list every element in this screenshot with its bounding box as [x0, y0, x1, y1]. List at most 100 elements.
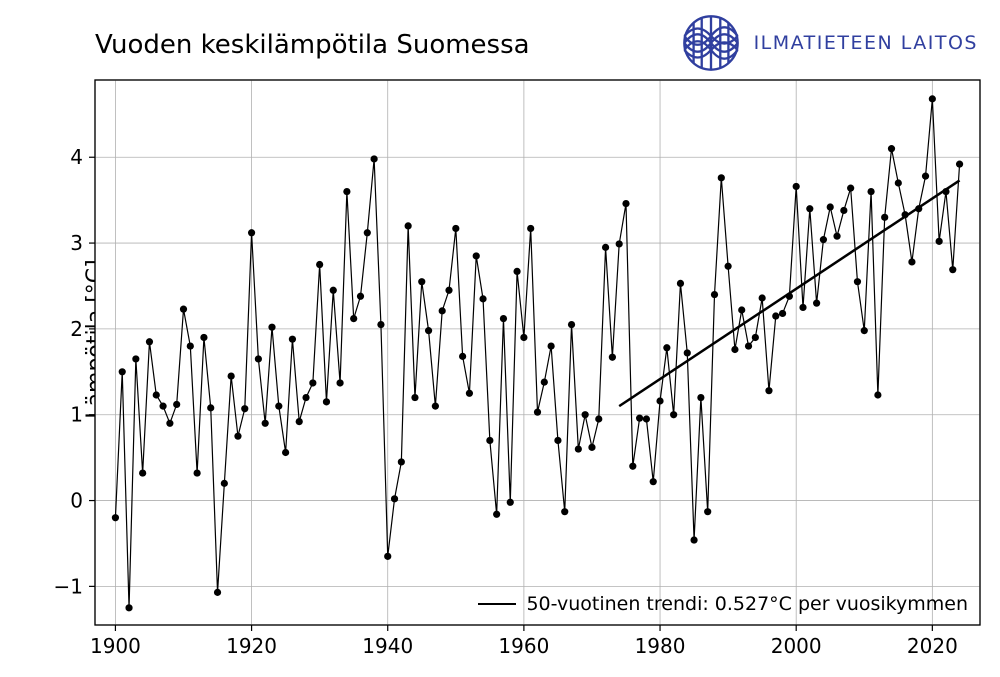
xtick-label: 1920 — [226, 634, 277, 658]
xtick-label: 1980 — [635, 634, 686, 658]
data-point — [820, 236, 827, 243]
data-point — [616, 240, 623, 247]
figure: Vuoden keskilämpötila Suomessa ILMATIETE… — [0, 0, 1000, 677]
data-point — [718, 174, 725, 181]
data-point — [704, 508, 711, 515]
data-point — [255, 355, 262, 362]
data-point — [806, 205, 813, 212]
data-point — [234, 433, 241, 440]
data-point — [153, 391, 160, 398]
data-point — [697, 394, 704, 401]
xtick-label: 2020 — [907, 634, 958, 658]
data-point — [881, 214, 888, 221]
data-point — [336, 379, 343, 386]
ytick-label: 0 — [70, 489, 83, 513]
data-point — [813, 300, 820, 307]
data-point — [112, 514, 119, 521]
data-point — [895, 179, 902, 186]
data-point — [738, 306, 745, 313]
data-point — [867, 188, 874, 195]
xtick-label: 1900 — [90, 634, 141, 658]
data-point — [493, 511, 500, 518]
data-point — [670, 411, 677, 418]
data-point — [629, 463, 636, 470]
data-point — [929, 95, 936, 102]
data-point — [486, 437, 493, 444]
data-point — [854, 278, 861, 285]
data-point — [513, 268, 520, 275]
data-point — [874, 391, 881, 398]
data-point — [833, 233, 840, 240]
data-point — [772, 312, 779, 319]
data-point — [125, 604, 132, 611]
data-point — [500, 315, 507, 322]
data-point — [343, 188, 350, 195]
data-point — [650, 478, 657, 485]
data-point — [180, 306, 187, 313]
data-point — [200, 334, 207, 341]
data-point — [595, 415, 602, 422]
data-point — [194, 469, 201, 476]
data-point — [575, 445, 582, 452]
data-point — [187, 342, 194, 349]
xtick-label: 2000 — [771, 634, 822, 658]
data-point — [241, 405, 248, 412]
data-point — [956, 161, 963, 168]
legend-line-swatch — [478, 603, 516, 605]
data-point — [534, 409, 541, 416]
line-chart: 1900192019401960198020002020−101234 — [0, 0, 1000, 677]
data-point — [398, 458, 405, 465]
data-point — [473, 252, 480, 259]
data-point — [207, 404, 214, 411]
data-point — [745, 342, 752, 349]
data-point — [228, 373, 235, 380]
data-point — [282, 449, 289, 456]
data-point — [289, 336, 296, 343]
data-point — [459, 353, 466, 360]
data-point — [752, 334, 759, 341]
data-point — [847, 185, 854, 192]
data-point — [827, 203, 834, 210]
data-point — [690, 536, 697, 543]
data-point — [622, 200, 629, 207]
data-point — [799, 304, 806, 311]
data-point — [452, 225, 459, 232]
data-point — [371, 155, 378, 162]
data-point — [445, 287, 452, 294]
ytick-label: −1 — [54, 574, 83, 598]
data-point — [221, 480, 228, 487]
data-point — [377, 321, 384, 328]
data-point — [139, 469, 146, 476]
data-point — [663, 344, 670, 351]
data-point — [582, 411, 589, 418]
data-point — [262, 420, 269, 427]
data-point — [466, 390, 473, 397]
data-point — [643, 415, 650, 422]
data-point — [568, 321, 575, 328]
data-point — [520, 334, 527, 341]
data-point — [173, 401, 180, 408]
legend: 50-vuotinen trendi: 0.527°C per vuosikym… — [478, 593, 968, 615]
data-point — [411, 394, 418, 401]
data-point — [908, 258, 915, 265]
data-point — [609, 354, 616, 361]
ytick-label: 4 — [70, 145, 83, 169]
data-point — [527, 225, 534, 232]
plot-area — [95, 80, 980, 625]
ytick-label: 2 — [70, 317, 83, 341]
data-point — [949, 266, 956, 273]
data-point — [793, 183, 800, 190]
data-point — [541, 379, 548, 386]
data-point — [888, 145, 895, 152]
data-point — [602, 244, 609, 251]
data-point — [922, 173, 929, 180]
data-point — [248, 229, 255, 236]
data-point — [936, 238, 943, 245]
data-point — [330, 287, 337, 294]
data-point — [765, 387, 772, 394]
data-point — [268, 324, 275, 331]
ytick-label: 1 — [70, 403, 83, 427]
data-point — [405, 222, 412, 229]
data-point — [554, 437, 561, 444]
data-point — [684, 349, 691, 356]
